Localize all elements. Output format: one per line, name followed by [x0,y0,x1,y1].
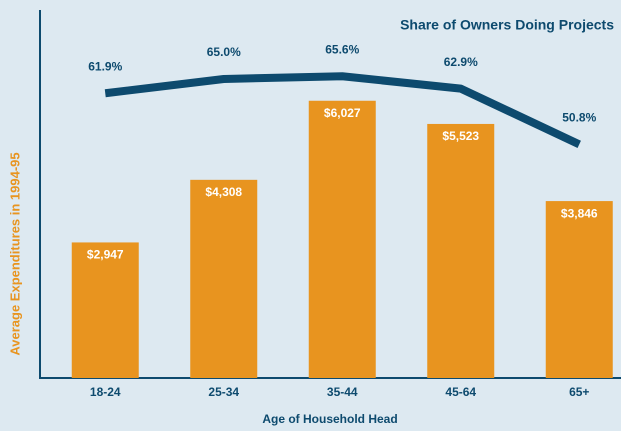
bar [190,179,258,378]
x-tick-label: 18-24 [90,385,121,399]
line [104,72,581,148]
x-tick-label: 45-64 [445,385,476,399]
y-axis-label: Average Expenditures in 1994-95 [7,152,22,355]
bar-value-label: $3,846 [561,206,598,220]
bar-value-label: $4,308 [205,185,242,199]
bar [545,201,613,378]
x-axis-label: Age of Household Head [262,412,397,426]
bar-value-label: $5,523 [442,129,479,143]
line-value-label: 61.9% [88,59,122,73]
bar [308,100,376,379]
bar-value-label: $2,947 [87,248,124,262]
chart-title: Share of Owners Doing Projects [400,17,614,33]
x-tick-label: 25-34 [208,385,239,399]
x-tick-label: 65+ [569,385,589,399]
bar-value-label: $6,027 [324,106,361,120]
bar [71,242,139,378]
line-value-label: 50.8% [562,110,596,124]
line-value-label: 65.6% [325,42,359,56]
line-value-label: 62.9% [444,55,478,69]
bar [427,123,495,378]
line-value-label: 65.0% [207,45,241,59]
x-tick-label: 35-44 [327,385,358,399]
